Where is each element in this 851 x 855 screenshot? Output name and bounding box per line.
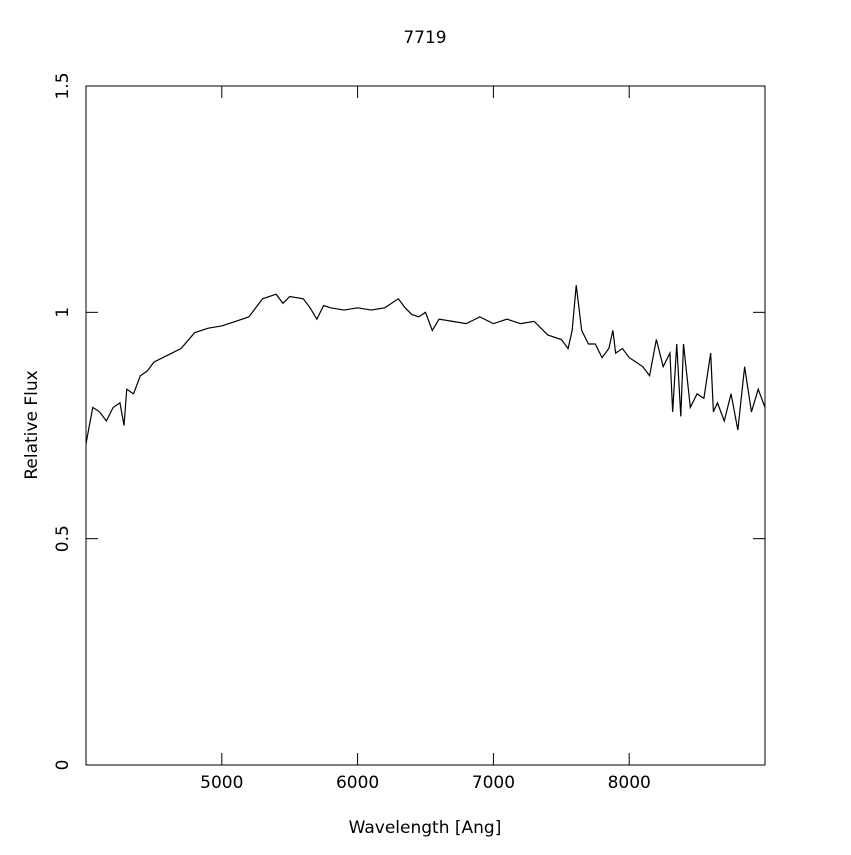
spectrum-line: [85, 285, 766, 444]
x-axis-label: Wavelength [Ang]: [349, 818, 502, 838]
y-tick-label: 0.5: [53, 525, 73, 552]
y-axis-label: Relative Flux: [22, 370, 42, 479]
chart-title: 7719: [403, 28, 446, 48]
y-tick-label: 1: [53, 307, 73, 318]
plot-frame: [85, 85, 766, 766]
y-tick-label: 1.5: [53, 72, 73, 99]
x-tick-label: 6000: [336, 773, 379, 793]
y-tick-label: 0: [53, 760, 73, 771]
x-tick-label: 7000: [472, 773, 515, 793]
x-tick-label: 5000: [200, 773, 243, 793]
x-tick-label: 8000: [608, 773, 651, 793]
